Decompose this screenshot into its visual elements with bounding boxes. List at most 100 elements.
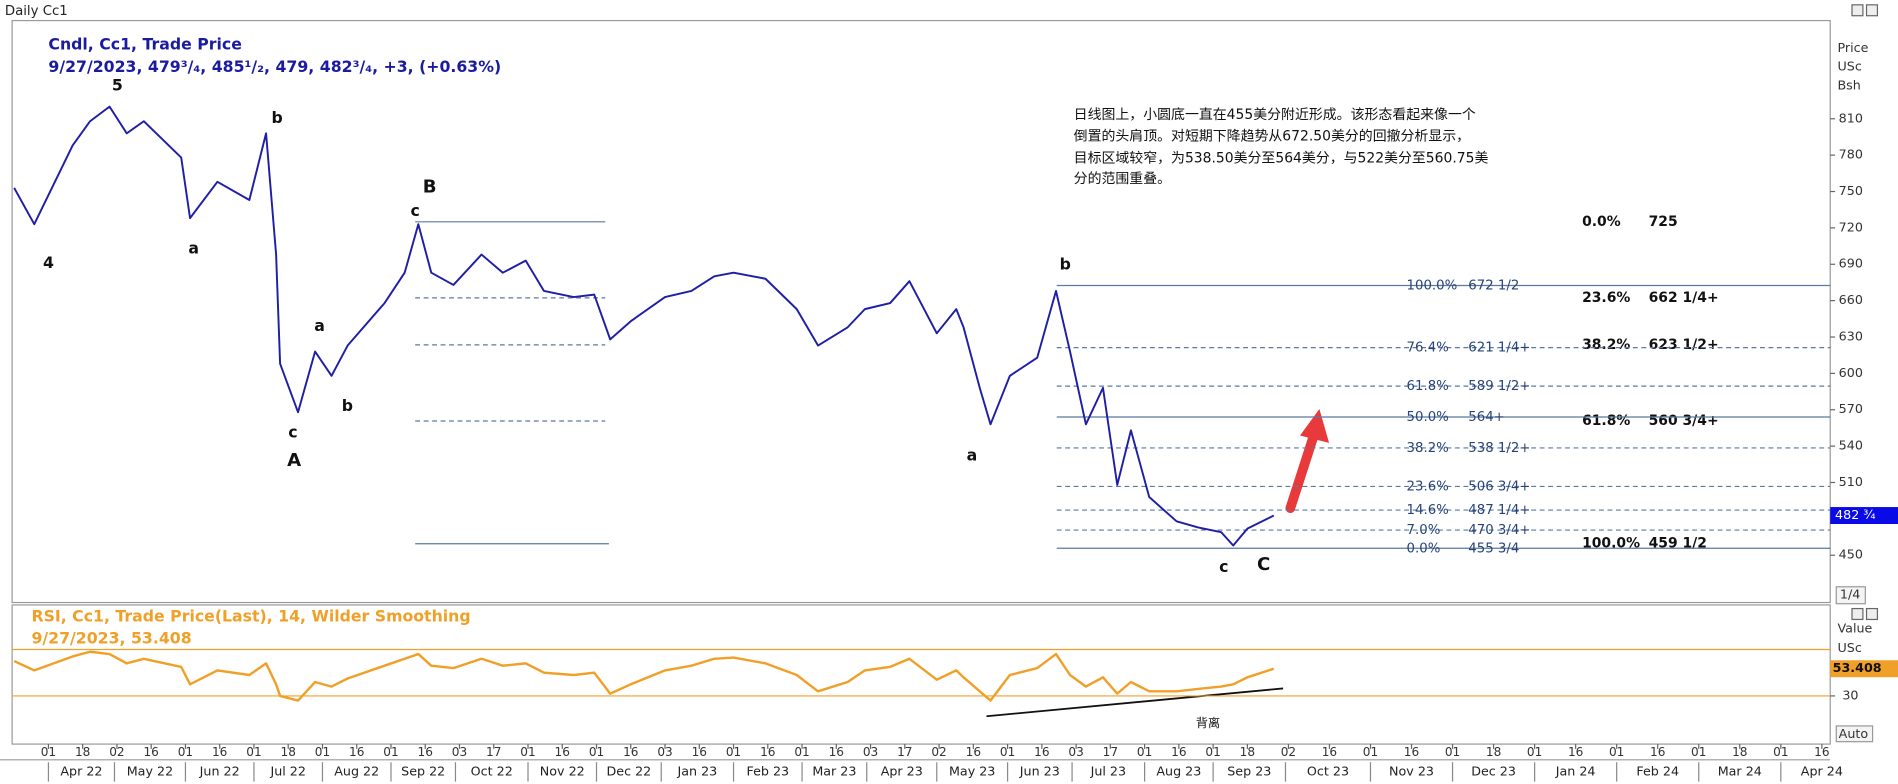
x-tick-label: 01 [41,745,56,759]
x-tick-label: 18 [1732,745,1747,759]
x-tick-label: 16 [143,745,158,759]
y-tick-label: 540 [1839,438,1863,453]
y-tick-label: 570 [1839,401,1863,416]
x-tick-label: 03 [1068,745,1083,759]
wave-label: a [314,316,325,335]
y-tick-label: 450 [1839,547,1863,562]
fib-right-pct: 14.6% [1407,503,1449,518]
rsi-minimize-button[interactable] [1851,607,1864,621]
month-label: Nov 23 [1389,763,1434,778]
x-tick-label: 16 [418,745,433,759]
month-label: Sep 23 [1227,763,1271,778]
wave-label: B [423,177,437,198]
x-tick-label: 01 [1773,745,1788,759]
y-tick-label: 690 [1839,256,1863,271]
fib-left-pct: 61.8% [1582,413,1630,429]
fib-right-label: 455 3/4 [1468,541,1519,556]
minimize-button[interactable] [1851,4,1864,17]
x-tick-label: 16 [760,745,775,759]
auto-button-label[interactable]: Auto [1839,726,1869,741]
x-tick-label: 01 [1205,745,1220,759]
price-panel [11,19,1831,604]
rsi-last-label: 53.408 [1833,660,1882,675]
x-tick-label: 16 [1650,745,1665,759]
axis-note-box [1835,586,1866,605]
x-tick-label: 01 [1363,745,1378,759]
x-tick-label: 03 [452,745,467,759]
fib-right-pct: 23.6% [1407,479,1449,494]
y-tick-label: 750 [1839,183,1863,198]
fib-left-label: 623 1/2+ [1649,337,1719,353]
x-tick-label: 16 [1814,745,1829,759]
month-label: Dec 22 [606,763,651,778]
fib-left-label: 662 1/4+ [1649,290,1719,306]
x-tick-label: 18 [1240,745,1255,759]
wave-label: a [188,239,199,258]
month-label: Jan 24 [1555,763,1596,778]
fib-right-pct: 61.8% [1407,379,1449,394]
close-button[interactable] [1865,4,1879,17]
y-tick-label: 600 [1839,365,1863,380]
x-tick-label: 01 [520,745,535,759]
x-tick-label: 01 [589,745,604,759]
x-tick-label: 16 [349,745,364,759]
x-tick-label: 16 [1034,745,1049,759]
x-tick-label: 02 [931,745,946,759]
price-line [13,105,1275,547]
last-price-label: 482 ¾ [1835,507,1876,522]
fib-right-label: 672 1/2 [1468,278,1519,293]
y-tick-label: 510 [1839,474,1863,489]
fib-levels: 0.0% 725 23.6% 662 1/4+ 38.2% 623 1/2+ 61.8% 56… [415,214,1831,556]
annotation-line: 目标区域较窄，为538.50美分至564美分，与522美分至560.75美 [1074,149,1489,166]
x-tick-label: 01 [1000,745,1015,759]
month-label: Nov 22 [540,763,585,778]
annotation-line: 日线图上，小圆底一直在455美分附近形成。该形态看起来像一个 [1074,106,1476,123]
wave-label: c [411,201,420,220]
x-tick-label: 01 [1445,745,1460,759]
fib-left-pct: 0.0% [1582,214,1621,230]
axis-label: USc [1837,59,1861,74]
month-label: Aug 23 [1156,763,1201,778]
wave-label: 4 [43,253,54,272]
fib-right-pct: 7.0% [1407,523,1441,538]
rsi-close-button[interactable] [1865,607,1879,621]
fib-right-label: 621 1/4+ [1468,341,1530,356]
axis-label: USc [1837,640,1861,655]
axis-label: Price [1837,40,1868,55]
window-title: Daily Cc1 [5,4,68,19]
x-tick-label: 01 [383,745,398,759]
month-label: Apr 23 [881,763,923,778]
month-label: May 22 [127,763,173,778]
wave-label: C [1257,554,1270,575]
fib-left-label: 459 1/2 [1649,536,1707,552]
y-tick-label: 780 [1839,147,1863,162]
divergence-line [986,687,1284,718]
x-tick-label: 03 [863,745,878,759]
last-price-box [1830,507,1898,524]
x-tick-label: 01 [1691,745,1706,759]
x-tick-label: 16 [1322,745,1337,759]
wave-label: b [1060,254,1071,273]
x-tick-label: 18 [1486,745,1501,759]
month-label: Jan 23 [676,763,717,778]
axis-label: Bsh [1837,77,1860,92]
x-tick-label: 17 [1103,745,1118,759]
auto-button[interactable] [1835,725,1874,743]
wave-label: a [967,446,978,465]
month-label: Mar 24 [1718,763,1762,778]
wave-label: c [288,423,297,442]
x-tick-label: 03 [657,745,672,759]
y-tick-label: 30 [1842,687,1858,702]
month-label: Jul 23 [1090,763,1127,778]
fib-right-pct: 38.2% [1407,441,1449,456]
month-label: Oct 22 [471,763,513,778]
price-subtitle: 9/27/2023, 479³/₄, 485¹/₂, 479, 482³/₄, … [48,57,501,76]
x-tick-label: 01 [1137,745,1152,759]
fib-right-label: 506 3/4+ [1468,479,1530,494]
month-label: Mar 23 [812,763,856,778]
x-tick-label: 01 [1527,745,1542,759]
window-buttons[interactable] [1851,4,1879,621]
month-label: May 23 [949,763,995,778]
